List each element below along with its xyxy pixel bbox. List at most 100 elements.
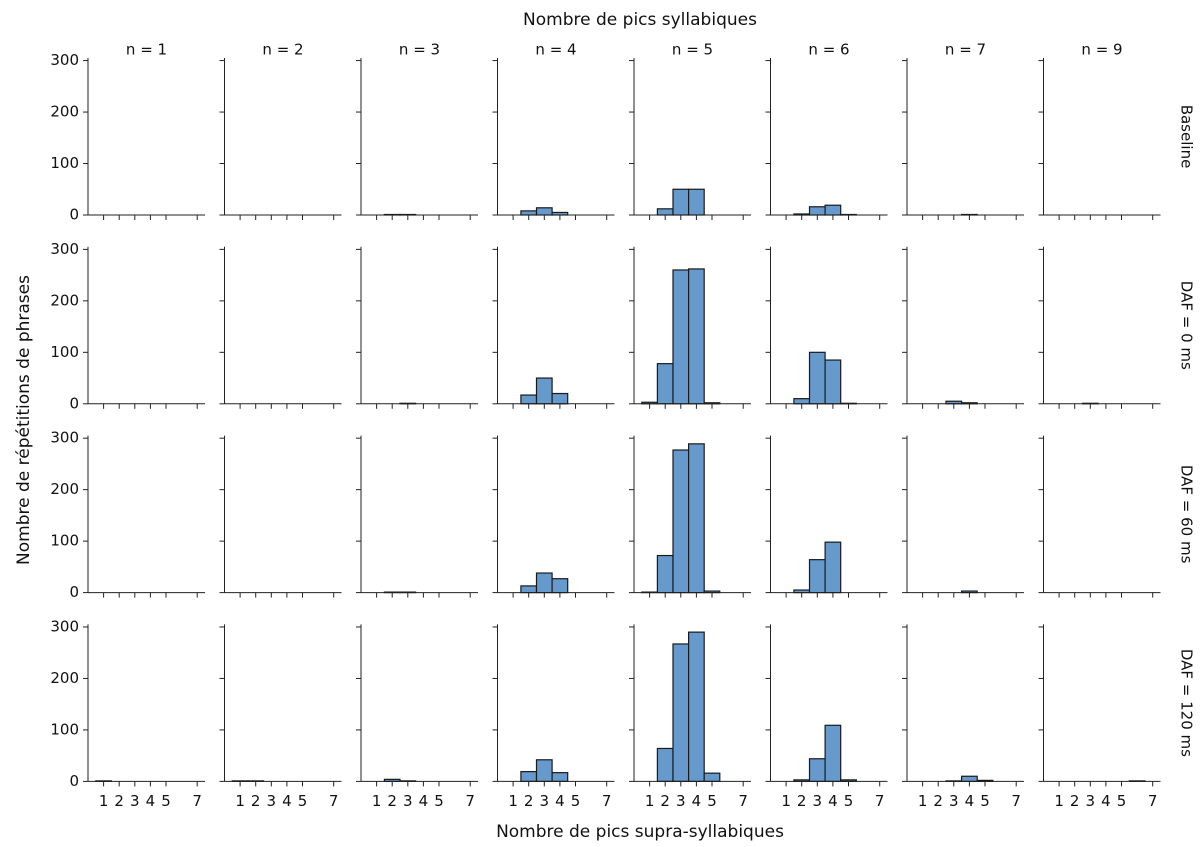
y-tick-label: 300 bbox=[50, 240, 79, 258]
bar bbox=[551, 772, 569, 782]
y-axis-label: Nombre de répétitions de phrases bbox=[14, 275, 34, 565]
bar bbox=[656, 208, 674, 216]
bar bbox=[551, 392, 569, 405]
x-tick-label: 3 bbox=[540, 792, 550, 810]
x-tick-label: 2 bbox=[797, 792, 807, 810]
x-tick-label: 7 bbox=[329, 792, 339, 810]
column-label: n = 3 bbox=[399, 41, 440, 59]
bar bbox=[824, 204, 842, 216]
x-tick-label: 7 bbox=[602, 792, 612, 810]
row-label: DAF = 0 ms bbox=[1178, 281, 1196, 370]
y-tick-label: 100 bbox=[50, 343, 79, 361]
bar bbox=[824, 541, 842, 594]
bar bbox=[520, 771, 538, 783]
x-tick-label: 4 bbox=[692, 792, 702, 810]
x-tick-label: 2 bbox=[660, 792, 670, 810]
x-tick-label: 1 bbox=[781, 792, 791, 810]
x-tick-label: 3 bbox=[403, 792, 413, 810]
y-tick-label: 200 bbox=[50, 291, 79, 309]
y-tick-label: 200 bbox=[50, 669, 79, 687]
x-tick-label: 7 bbox=[875, 792, 885, 810]
y-tick-label: 100 bbox=[50, 720, 79, 738]
bar bbox=[520, 394, 538, 405]
x-tick-label: 3 bbox=[267, 792, 277, 810]
bar bbox=[808, 206, 826, 216]
column-label: n = 7 bbox=[945, 41, 986, 59]
x-tick-label: 5 bbox=[161, 792, 171, 810]
x-tick-label: 1 bbox=[645, 792, 655, 810]
bar bbox=[687, 188, 705, 216]
bar bbox=[535, 377, 553, 405]
x-tick-label: 5 bbox=[707, 792, 717, 810]
x-tick-label: 3 bbox=[676, 792, 686, 810]
x-tick-label: 7 bbox=[738, 792, 748, 810]
column-label: n = 1 bbox=[126, 41, 167, 59]
column-label: n = 2 bbox=[262, 41, 303, 59]
y-tick-label: 200 bbox=[50, 103, 79, 121]
y-tick-label: 0 bbox=[69, 394, 79, 412]
x-tick-label: 5 bbox=[844, 792, 854, 810]
x-tick-label: 5 bbox=[434, 792, 444, 810]
y-tick-label: 200 bbox=[50, 480, 79, 498]
x-tick-label: 5 bbox=[1117, 792, 1127, 810]
x-tick-label: 7 bbox=[1011, 792, 1021, 810]
bar bbox=[687, 443, 705, 594]
x-tick-label: 5 bbox=[571, 792, 581, 810]
x-tick-label: 5 bbox=[980, 792, 990, 810]
row-label: DAF = 120 ms bbox=[1178, 649, 1196, 757]
y-tick-label: 300 bbox=[50, 429, 79, 447]
bar bbox=[808, 758, 826, 782]
bar bbox=[535, 759, 553, 783]
x-tick-label: 2 bbox=[114, 792, 124, 810]
x-tick-label: 4 bbox=[555, 792, 565, 810]
bar bbox=[672, 449, 690, 594]
bar bbox=[960, 775, 978, 782]
column-label: n = 4 bbox=[535, 41, 576, 59]
column-label: n = 9 bbox=[1081, 41, 1122, 59]
bar bbox=[672, 643, 690, 782]
bar bbox=[687, 268, 705, 405]
x-tick-label: 2 bbox=[1070, 792, 1080, 810]
x-tick-label: 4 bbox=[828, 792, 838, 810]
x-tick-label: 1 bbox=[508, 792, 518, 810]
row-label: DAF = 60 ms bbox=[1178, 465, 1196, 564]
bar bbox=[808, 351, 826, 405]
bar bbox=[520, 210, 538, 216]
x-tick-label: 3 bbox=[130, 792, 140, 810]
x-tick-label: 3 bbox=[813, 792, 823, 810]
x-tick-label: 7 bbox=[192, 792, 202, 810]
bar bbox=[535, 572, 553, 594]
y-tick-label: 0 bbox=[69, 583, 79, 601]
bar bbox=[703, 772, 721, 783]
x-tick-label: 2 bbox=[251, 792, 261, 810]
x-tick-label: 1 bbox=[99, 792, 109, 810]
x-tick-label: 2 bbox=[524, 792, 534, 810]
bar bbox=[551, 578, 569, 594]
bar bbox=[824, 724, 842, 783]
y-tick-label: 100 bbox=[50, 154, 79, 172]
bar bbox=[520, 585, 538, 594]
y-tick-label: 0 bbox=[69, 772, 79, 790]
x-tick-label: 1 bbox=[372, 792, 382, 810]
y-tick-label: 300 bbox=[50, 617, 79, 635]
bar bbox=[793, 398, 811, 405]
bar bbox=[672, 269, 690, 405]
x-tick-label: 4 bbox=[1101, 792, 1111, 810]
x-tick-label: 2 bbox=[387, 792, 397, 810]
bar bbox=[808, 559, 826, 594]
x-axis-label: Nombre de pics supra-syllabiques bbox=[496, 822, 784, 842]
bar bbox=[656, 554, 674, 594]
y-tick-label: 0 bbox=[69, 206, 79, 224]
chart-title: Nombre de pics syllabiques bbox=[523, 10, 757, 30]
x-tick-label: 7 bbox=[465, 792, 475, 810]
x-tick-label: 3 bbox=[1086, 792, 1096, 810]
bar bbox=[824, 359, 842, 405]
x-tick-label: 5 bbox=[298, 792, 308, 810]
bar bbox=[687, 631, 705, 783]
column-label: n = 6 bbox=[808, 41, 849, 59]
y-tick-label: 300 bbox=[50, 51, 79, 69]
bar bbox=[656, 747, 674, 783]
x-tick-label: 2 bbox=[933, 792, 943, 810]
x-tick-label: 4 bbox=[419, 792, 429, 810]
